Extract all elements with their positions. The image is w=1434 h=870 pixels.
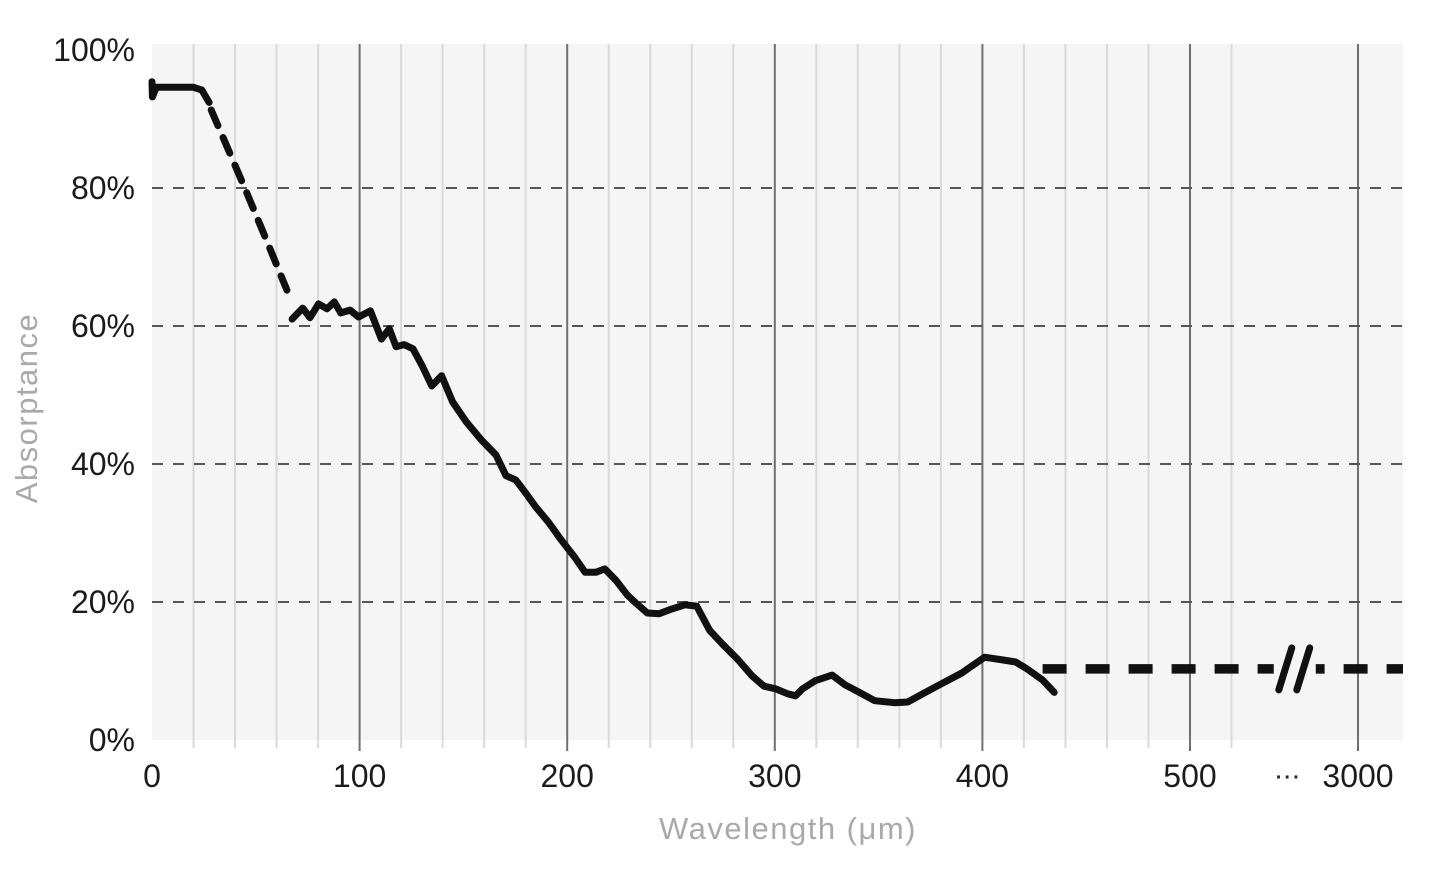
- series-line-dashed-segment: [207, 106, 291, 294]
- y-tick-label: 100%: [53, 32, 135, 68]
- series-line-solid-segment: [288, 298, 1058, 707]
- x-tick-label: 3000: [1322, 758, 1393, 794]
- x-tick-label: 400: [956, 758, 1009, 794]
- x-axis-title: Wavelength (μm): [659, 811, 917, 846]
- y-axis-title: Absorptance: [9, 312, 44, 504]
- y-tick-label: 40%: [71, 446, 135, 482]
- axis-break-glyph: [1293, 644, 1314, 694]
- x-tick-label: 500: [1163, 758, 1216, 794]
- x-tick-label: 200: [541, 758, 594, 794]
- axis-break-glyph: [1275, 644, 1296, 694]
- y-tick-label: 80%: [71, 170, 135, 206]
- x-tick-label: 300: [748, 758, 801, 794]
- y-tick-label: 0%: [89, 722, 135, 758]
- series-line-solid-segment: [148, 78, 213, 106]
- plot-background: [152, 44, 1403, 740]
- y-tick-label: 60%: [71, 308, 135, 344]
- x-tick-label: 100: [333, 758, 386, 794]
- y-tick-label: 20%: [71, 584, 135, 620]
- x-break-ellipsis: ···: [1276, 767, 1302, 789]
- x-tick-label: 0: [143, 758, 161, 794]
